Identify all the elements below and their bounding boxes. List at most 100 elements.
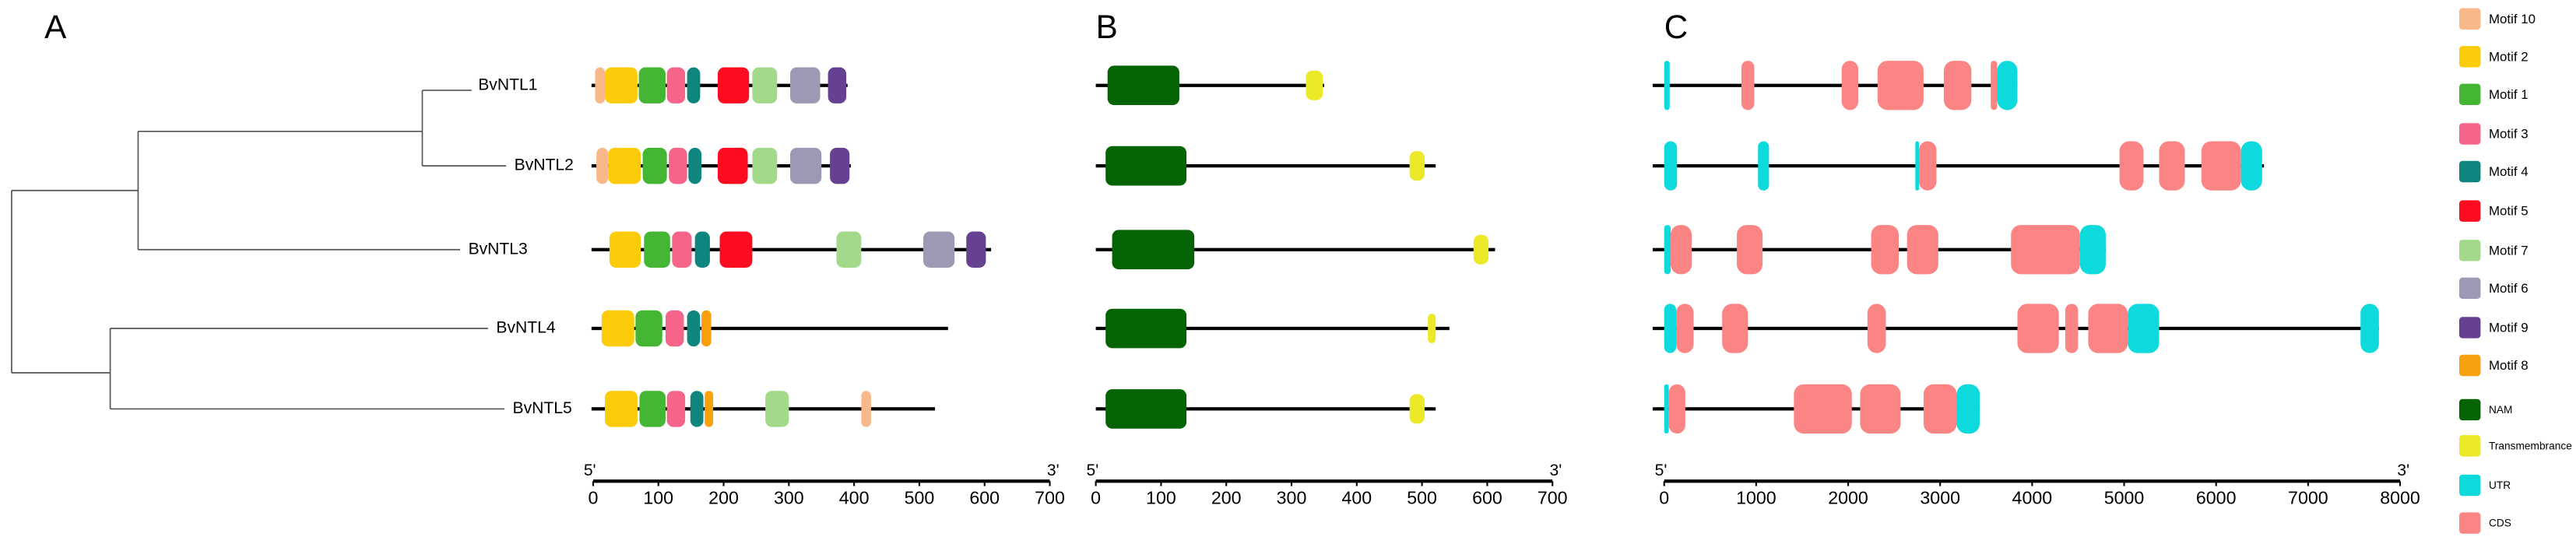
feature — [609, 231, 641, 268]
x-tick-label: 700 — [1538, 488, 1568, 508]
x-tick-label: 3000 — [1920, 488, 1960, 508]
feature — [1112, 230, 1195, 270]
feature — [2119, 141, 2144, 191]
x-tick-label: 500 — [1407, 488, 1437, 508]
feature — [719, 231, 753, 268]
x-tick-label: 8000 — [2380, 488, 2420, 508]
x-tick-label: 1000 — [1736, 488, 1776, 508]
legend-label: Motif 7 — [2489, 243, 2529, 258]
legend-label: Motif 10 — [2489, 12, 2536, 26]
feature — [752, 147, 778, 184]
feature — [1991, 61, 1998, 111]
feature — [717, 147, 748, 184]
legend-swatch — [2458, 200, 2481, 222]
feature — [2065, 304, 2079, 353]
x-tick-label: 300 — [1277, 488, 1307, 508]
gene-name: BvNTL5 — [513, 399, 572, 417]
x-tick-label: 600 — [969, 488, 1000, 508]
legend-swatch — [2458, 435, 2481, 457]
feature — [836, 231, 862, 268]
legend-label: CDS — [2489, 518, 2511, 529]
legend-label: UTR — [2489, 479, 2511, 491]
feature — [790, 67, 821, 104]
legend-swatch — [2458, 46, 2481, 68]
feature — [1943, 61, 1972, 111]
feature — [966, 231, 986, 268]
feature — [1997, 61, 2018, 111]
five-prime: 5' — [584, 462, 596, 479]
feature — [1841, 61, 1859, 111]
feature — [2201, 141, 2241, 191]
gene-name: BvNTL3 — [469, 240, 528, 258]
feature — [605, 67, 638, 104]
tree — [11, 90, 507, 410]
x-tick-label: 300 — [774, 488, 804, 508]
feature — [923, 231, 955, 268]
feature — [638, 67, 666, 104]
legend-swatch — [2458, 83, 2481, 106]
legend-label: Motif 6 — [2489, 281, 2529, 296]
feature — [687, 310, 701, 347]
feature — [1670, 225, 1692, 275]
feature — [765, 391, 789, 427]
feature — [1107, 65, 1179, 106]
feature — [1794, 384, 1852, 434]
legend-swatch — [2458, 354, 2481, 377]
feature — [1907, 225, 1938, 275]
legend-label: Motif 9 — [2489, 320, 2529, 335]
feature — [688, 147, 702, 184]
x-tick-label: 2000 — [1828, 488, 1868, 508]
feature — [687, 67, 701, 104]
feature — [1409, 151, 1425, 181]
feature — [1915, 141, 1920, 191]
gene-name: BvNTL2 — [515, 156, 574, 174]
x-tick-label: 100 — [1146, 488, 1176, 508]
feature — [2011, 225, 2080, 275]
x-tick-label: 7000 — [2288, 488, 2328, 508]
feature — [1919, 141, 1937, 191]
gene-name: BvNTL1 — [478, 75, 537, 93]
legend-swatch — [2458, 317, 2481, 339]
feature — [1428, 314, 1436, 344]
feature — [690, 391, 704, 427]
legend-label: Motif 4 — [2489, 164, 2529, 179]
feature — [1664, 141, 1678, 191]
feature — [639, 391, 666, 427]
feature — [2159, 141, 2185, 191]
feature — [1741, 61, 1755, 111]
x-tick-label: 400 — [1341, 488, 1372, 508]
legend-swatch — [2458, 398, 2481, 421]
feature — [1956, 384, 1980, 434]
feature — [644, 231, 670, 268]
feature — [666, 67, 686, 104]
feature — [1737, 225, 1763, 275]
three-prime: 3' — [1047, 462, 1060, 479]
legend-swatch — [2458, 123, 2481, 145]
feature — [1867, 304, 1886, 353]
three-prime: 3' — [2397, 462, 2409, 479]
x-tick-label: 0 — [1659, 488, 1669, 508]
feature — [1664, 61, 1670, 111]
legend-swatch — [2458, 277, 2481, 300]
legend-label: Motif 8 — [2489, 358, 2529, 373]
feature — [2017, 304, 2059, 353]
feature — [1877, 61, 1924, 111]
feature — [1664, 384, 1669, 434]
feature — [1306, 70, 1323, 100]
x-tick-label: 700 — [1035, 488, 1065, 508]
feature — [595, 67, 606, 104]
feature — [830, 147, 850, 184]
x-tick-label: 5000 — [2104, 488, 2145, 508]
legend-swatch — [2458, 240, 2481, 261]
legend-label: Motif 1 — [2489, 87, 2529, 102]
legend-swatch — [2458, 512, 2481, 534]
feature — [1758, 141, 1769, 191]
five-prime: 5' — [1087, 462, 1099, 479]
legend-swatch — [2458, 160, 2481, 183]
feature — [861, 391, 871, 427]
feature — [828, 67, 847, 104]
feature — [635, 310, 662, 347]
x-tick-label: 6000 — [2196, 488, 2237, 508]
x-tick-label: 4000 — [2012, 488, 2053, 508]
